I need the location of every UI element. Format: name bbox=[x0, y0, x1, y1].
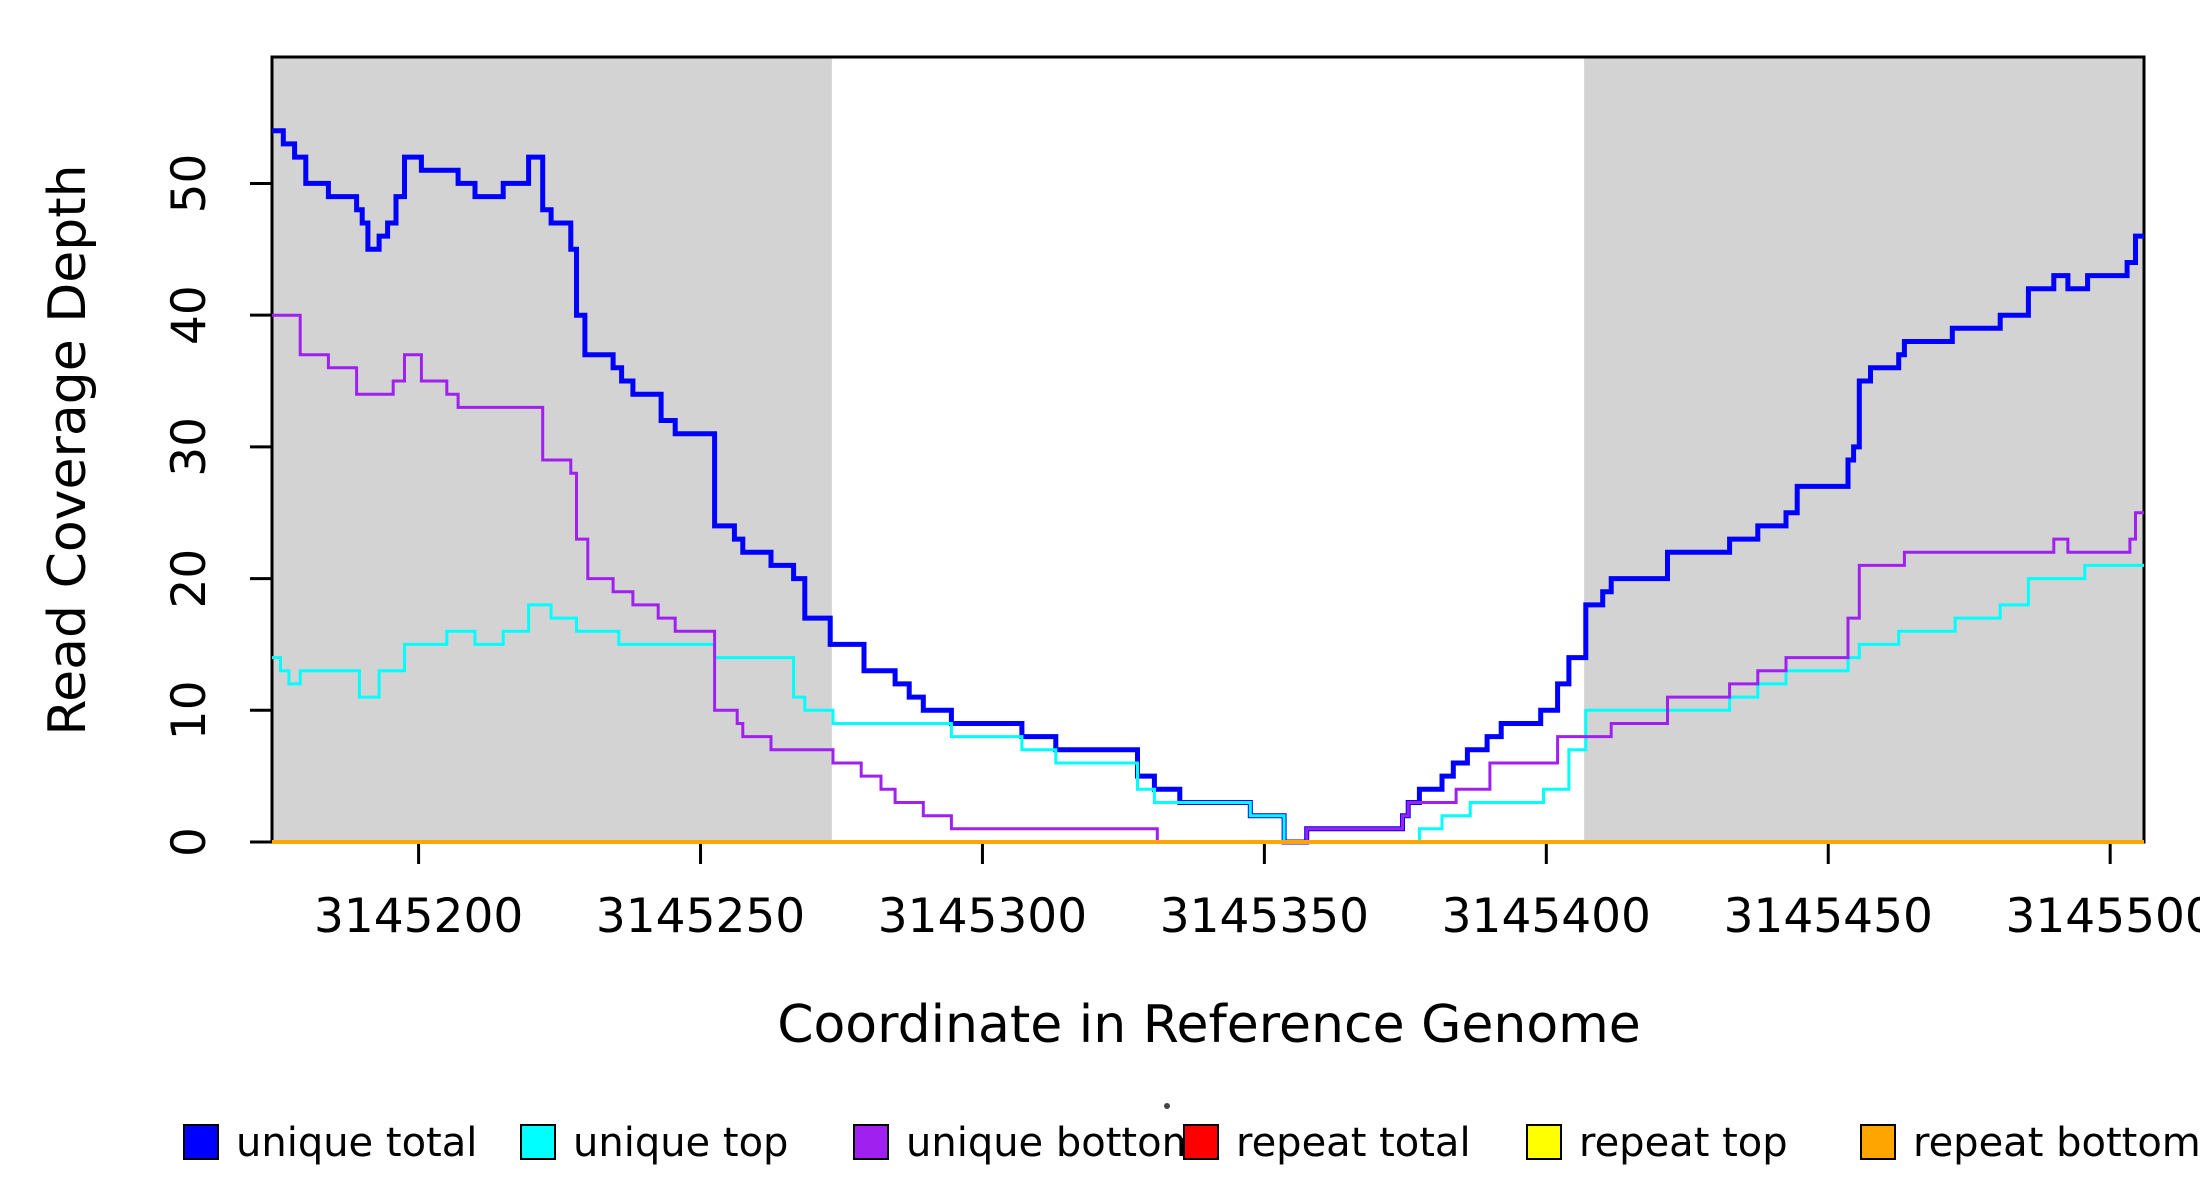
x-tick-label: 3145500 bbox=[2006, 889, 2200, 944]
x-axis-title: Coordinate in Reference Genome bbox=[777, 995, 1641, 1055]
series-line-unique-bottom bbox=[272, 313, 2144, 844]
x-tick-label: 3145350 bbox=[1160, 889, 1369, 944]
x-tick-label: 3145200 bbox=[314, 889, 523, 944]
x-tick-label: 3145250 bbox=[596, 889, 805, 944]
y-tick-label: 20 bbox=[162, 549, 217, 609]
legend-item-unique-bottom: unique bottom bbox=[853, 1120, 1201, 1166]
legend-label: repeat total bbox=[1236, 1120, 1471, 1166]
y-axis-title: Read Coverage Depth bbox=[38, 164, 98, 735]
legend-swatch-unique-total bbox=[183, 1124, 219, 1160]
x-tick-label: 3145400 bbox=[1442, 889, 1651, 944]
legend-swatch-unique-bottom bbox=[853, 1124, 889, 1160]
legend-item-repeat-top: repeat top bbox=[1526, 1120, 1788, 1166]
legend-label: repeat bottom bbox=[1913, 1120, 2200, 1166]
legend-item-repeat-total: repeat total bbox=[1183, 1120, 1471, 1166]
stray-dot bbox=[1164, 1103, 1170, 1109]
series-line-unique-top bbox=[272, 563, 2144, 844]
series-line-unique-total bbox=[272, 128, 2144, 845]
legend: unique total unique top unique bottom repea… bbox=[183, 1120, 2200, 1166]
repeat-region-shading bbox=[272, 57, 2144, 842]
x-tick-label: 3145450 bbox=[1724, 889, 1933, 944]
x-tick-label: 3145300 bbox=[878, 889, 1087, 944]
y-tick-label: 40 bbox=[162, 285, 217, 345]
legend-label: repeat top bbox=[1579, 1120, 1788, 1166]
left-repeat-region bbox=[272, 57, 832, 842]
legend-label: unique total bbox=[236, 1120, 477, 1166]
legend-item-repeat-bottom: repeat bottom bbox=[1860, 1120, 2200, 1166]
y-tick-label: 10 bbox=[162, 680, 217, 740]
x-axis: 3145200 3145250 3145300 3145350 3145400 31454… bbox=[314, 842, 2200, 944]
legend-swatch-repeat-top bbox=[1526, 1124, 1562, 1160]
y-tick-label: 30 bbox=[162, 417, 217, 477]
data-series-lines bbox=[272, 128, 2144, 845]
legend-swatch-repeat-bottom bbox=[1860, 1124, 1896, 1160]
legend-swatch-repeat-total bbox=[1183, 1124, 1219, 1160]
legend-item-unique-total: unique total bbox=[183, 1120, 477, 1166]
legend-swatch-unique-top bbox=[520, 1124, 556, 1160]
y-tick-label: 0 bbox=[162, 827, 217, 857]
legend-label: unique top bbox=[573, 1120, 788, 1166]
y-tick-label: 50 bbox=[162, 154, 217, 214]
legend-item-unique-top: unique top bbox=[520, 1120, 788, 1166]
legend-label: unique bottom bbox=[906, 1120, 1201, 1166]
y-axis: 0 10 20 30 40 50 bbox=[162, 154, 272, 857]
